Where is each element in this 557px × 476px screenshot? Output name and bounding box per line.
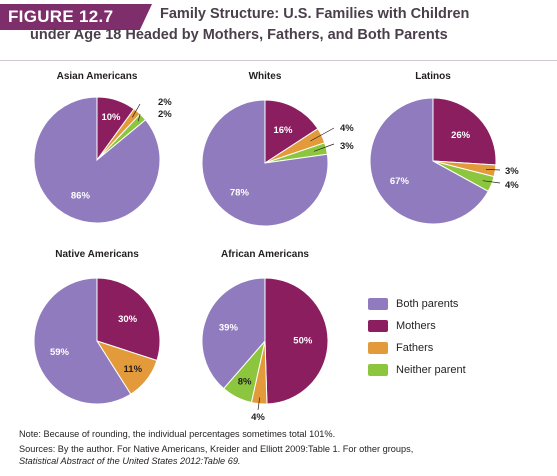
header-divider: [0, 60, 557, 61]
pie-title-native-americans: Native Americans: [55, 249, 139, 260]
legend-item-neither-parent: Neither parent: [368, 359, 466, 381]
pie-african-americans: African Americans 39% 50% 4% 8%: [201, 249, 329, 423]
slice-label-asian-americans-neither-parent: 2%: [158, 109, 172, 120]
slice-asian-americans-both-parents: [33, 96, 161, 224]
pie-latinos: Latinos 67% 26% 3% 4%: [369, 71, 519, 225]
slice-label-african-americans-mothers: 50%: [293, 335, 313, 346]
slice-label-latinos-mothers: 26%: [451, 130, 471, 141]
legend-label-fathers: Fathers: [396, 342, 434, 354]
slice-label-asian-americans-both-parents: 86%: [71, 190, 91, 201]
slice-label-latinos-neither-parent: 4%: [505, 180, 519, 191]
legend-swatch-neither-parent: [368, 364, 388, 376]
leader-line-asian-americans-neither-parent: [137, 113, 141, 122]
legend-item-both-parents: Both parents: [368, 293, 466, 315]
leader-line-african-americans-fathers: [257, 397, 261, 411]
slice-label-whites-mothers: 16%: [273, 125, 293, 136]
slice-label-native-americans-mothers: 30%: [118, 314, 138, 325]
slice-label-native-americans-both-parents: 59%: [50, 347, 70, 358]
leader-line-whites-neither-parent: [313, 143, 335, 152]
leader-line-asian-americans-fathers: [131, 103, 141, 118]
slice-label-whites-fathers: 4%: [340, 123, 354, 134]
legend-label-mothers: Mothers: [396, 320, 436, 332]
pie-asian-americans: Asian Americans 86% 10% 2%2%: [33, 71, 172, 224]
pie-whites: Whites 78% 16% 4% 3%: [201, 71, 354, 227]
figure-header: FIGURE 12.7 Family Structure: U.S. Famil…: [0, 0, 557, 64]
slice-label-asian-americans-mothers: 10%: [101, 112, 121, 123]
figure-title: Family Structure: U.S. Families with Chi…: [30, 4, 555, 46]
slice-label-whites-both-parents: 78%: [230, 188, 250, 199]
slice-label-african-americans-both-parents: 39%: [219, 322, 239, 333]
figure-title-line1: Family Structure: U.S. Families with Chi…: [160, 6, 470, 22]
legend-label-neither-parent: Neither parent: [396, 364, 466, 376]
pie-title-whites: Whites: [249, 71, 282, 82]
figure-title-line2: under Age 18 Headed by Mothers, Fathers,…: [30, 27, 448, 43]
slice-label-whites-neither-parent: 3%: [340, 141, 354, 152]
pie-title-asian-americans: Asian Americans: [57, 71, 138, 82]
legend-item-fathers: Fathers: [368, 337, 466, 359]
pie-title-african-americans: African Americans: [221, 249, 309, 260]
slice-label-asian-americans-fathers: 2%: [158, 97, 172, 108]
slice-latinos-mothers: [432, 97, 497, 166]
slice-native-americans-mothers: [96, 277, 161, 362]
legend-swatch-both-parents: [368, 298, 388, 310]
legend-item-mothers: Mothers: [368, 315, 466, 337]
slice-native-americans-both-parents: [33, 277, 132, 405]
sources-line2: Statistical Abstract of the United State…: [19, 456, 241, 466]
legend: Both parents Mothers Fathers Neither par…: [368, 293, 466, 381]
legend-swatch-mothers: [368, 320, 388, 332]
slice-african-americans-both-parents: [201, 277, 266, 390]
sources-line1: Sources: By the author. For Native Ameri…: [19, 444, 414, 454]
slice-african-americans-mothers: [264, 277, 329, 405]
slice-latinos-both-parents: [369, 97, 489, 225]
leader-line-latinos-fathers: [485, 169, 501, 171]
sources-note: Sources: By the author. For Native Ameri…: [19, 443, 549, 467]
figure-notes: Note: Because of rounding, the individua…: [19, 428, 549, 470]
slice-label-latinos-fathers: 3%: [505, 166, 519, 177]
pie-title-latinos: Latinos: [415, 71, 451, 82]
slice-whites-mothers: [264, 99, 319, 164]
slice-whites-both-parents: [201, 99, 329, 227]
leader-line-latinos-neither-parent: [482, 180, 501, 184]
pie-native-americans: Native Americans 59% 30% 11%: [33, 249, 161, 405]
legend-swatch-fathers: [368, 342, 388, 354]
slice-label-african-americans-fathers: 4%: [251, 412, 265, 423]
slice-label-african-americans-neither-parent: 8%: [238, 377, 252, 388]
rounding-note: Note: Because of rounding, the individua…: [19, 429, 336, 439]
figure-number-badge: FIGURE 12.7: [0, 4, 152, 30]
legend-label-both-parents: Both parents: [396, 298, 459, 310]
slice-label-native-americans-fathers: 11%: [124, 364, 143, 375]
leader-line-whites-fathers: [310, 127, 335, 142]
slice-label-latinos-both-parents: 67%: [390, 176, 410, 187]
